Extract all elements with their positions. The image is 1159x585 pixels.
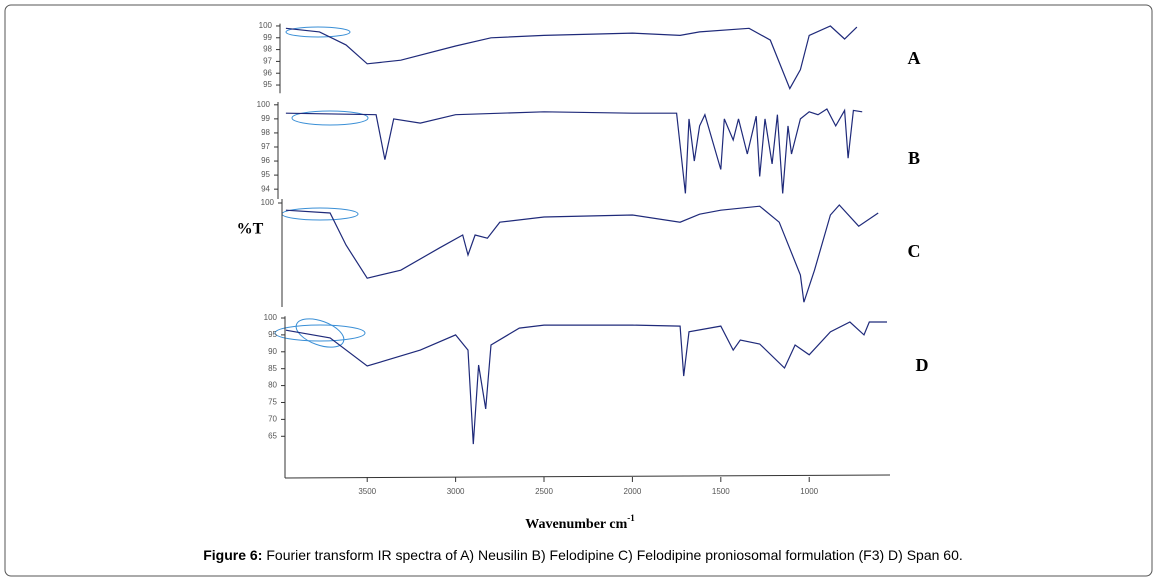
y-tick-label: 100 bbox=[264, 313, 278, 322]
y-tick-label: 95 bbox=[268, 330, 277, 339]
spectrum-line bbox=[285, 204, 879, 303]
caption: Figure 6: Fourier transform IR spectra of… bbox=[203, 547, 963, 563]
panel-label: D bbox=[916, 355, 929, 375]
y-tick-label: 97 bbox=[263, 57, 272, 66]
y-tick-label: 65 bbox=[268, 431, 277, 440]
y-tick-label: 96 bbox=[263, 68, 272, 77]
x-label-sup: -1 bbox=[627, 513, 635, 523]
y-tick-label: 70 bbox=[268, 414, 277, 423]
y-tick-label: 85 bbox=[268, 364, 277, 373]
y-tick-label: 94 bbox=[261, 184, 270, 193]
y-tick-label: 98 bbox=[261, 128, 270, 137]
x-tick-label: 3000 bbox=[447, 487, 465, 496]
x-tick-label: 1000 bbox=[800, 487, 818, 496]
caption-text: Fourier transform IR spectra of A) Neusi… bbox=[266, 547, 962, 563]
caption-label: Figure 6: bbox=[203, 547, 262, 563]
panel-label: A bbox=[908, 48, 921, 68]
panel-label: C bbox=[908, 241, 921, 261]
y-tick-label: 99 bbox=[261, 114, 270, 123]
y-tick-label: 99 bbox=[263, 33, 272, 42]
y-axis-label: %T bbox=[237, 221, 264, 238]
spectrum-line bbox=[285, 321, 887, 445]
y-tick-label: 90 bbox=[268, 347, 277, 356]
x-tick-label: 1500 bbox=[712, 487, 730, 496]
y-tick-label: 97 bbox=[261, 142, 270, 151]
y-tick-label: 75 bbox=[268, 398, 277, 407]
spectrum-line bbox=[285, 108, 863, 194]
x-axis bbox=[284, 474, 891, 479]
x-axis-label: Wavenumber cm-1 bbox=[525, 513, 635, 532]
y-tick-label: 100 bbox=[259, 21, 273, 30]
panel-label: B bbox=[908, 148, 920, 168]
x-tick-label: 3500 bbox=[358, 487, 376, 496]
y-tick-label: 95 bbox=[263, 80, 272, 89]
y-tick-label: 100 bbox=[261, 198, 275, 207]
y-tick-label: 95 bbox=[261, 170, 270, 179]
y-tick-label: 100 bbox=[257, 100, 271, 109]
x-tick-label: 2500 bbox=[535, 487, 553, 496]
frame bbox=[4, 4, 1153, 577]
y-tick-label: 80 bbox=[268, 381, 277, 390]
y-tick-label: 96 bbox=[261, 156, 270, 165]
x-label-main: Wavenumber cm bbox=[525, 517, 627, 532]
x-tick-label: 2000 bbox=[624, 487, 642, 496]
bruker-logos bbox=[274, 26, 369, 348]
spectrum-line bbox=[285, 25, 858, 90]
y-tick-label: 98 bbox=[263, 45, 272, 54]
